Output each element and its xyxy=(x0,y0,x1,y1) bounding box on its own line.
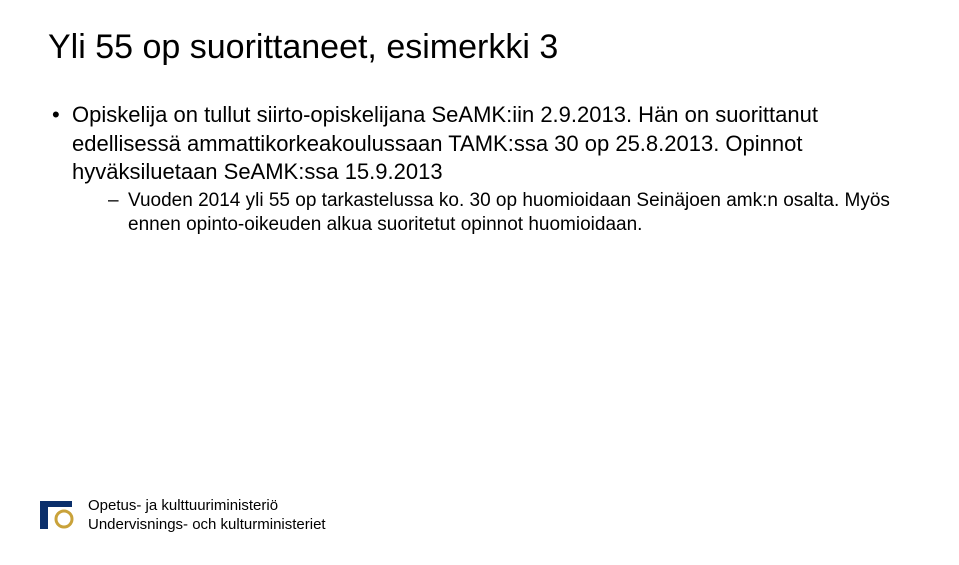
bullet-list: Opiskelija on tullut siirto-opiskelijana… xyxy=(48,101,911,238)
sub-item: Vuoden 2014 yli 55 op tarkastelussa ko. … xyxy=(72,189,911,238)
footer: Opetus- ja kulttuuriministeriö Undervisn… xyxy=(34,493,326,537)
sub-text: Vuoden 2014 yli 55 op tarkastelussa ko. … xyxy=(128,190,890,236)
bullet-text: Opiskelija on tullut siirto-opiskelijana… xyxy=(72,102,818,184)
bullet-item: Opiskelija on tullut siirto-opiskelijana… xyxy=(48,101,911,238)
footer-line-1: Opetus- ja kulttuuriministeriö xyxy=(88,496,326,516)
slide-title: Yli 55 op suorittaneet, esimerkki 3 xyxy=(48,28,911,67)
footer-line-2: Undervisnings- och kulturministeriet xyxy=(88,515,326,535)
footer-text: Opetus- ja kulttuuriministeriö Undervisn… xyxy=(88,496,326,535)
slide: Yli 55 op suorittaneet, esimerkki 3 Opis… xyxy=(0,0,959,565)
logo-circle xyxy=(56,511,72,527)
logo-top xyxy=(40,501,72,507)
sub-list: Vuoden 2014 yli 55 op tarkastelussa ko. … xyxy=(72,189,911,238)
ministry-logo-icon xyxy=(34,493,78,537)
